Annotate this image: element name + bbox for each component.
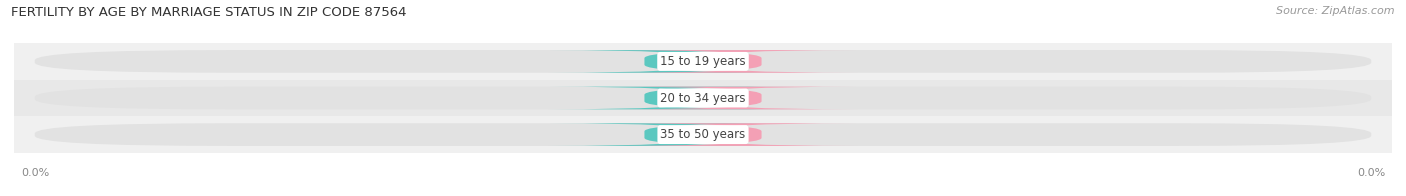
FancyBboxPatch shape	[610, 123, 858, 146]
Bar	[14, 43, 1392, 80]
Text: 35 to 50 years: 35 to 50 years	[661, 128, 745, 141]
FancyBboxPatch shape	[610, 50, 858, 73]
FancyBboxPatch shape	[610, 87, 858, 109]
FancyBboxPatch shape	[548, 123, 796, 146]
Text: 0.0%: 0.0%	[720, 130, 748, 140]
Text: 0.0%: 0.0%	[21, 168, 49, 178]
Text: 20 to 34 years: 20 to 34 years	[661, 92, 745, 104]
Text: FERTILITY BY AGE BY MARRIAGE STATUS IN ZIP CODE 87564: FERTILITY BY AGE BY MARRIAGE STATUS IN Z…	[11, 6, 406, 19]
Text: 15 to 19 years: 15 to 19 years	[661, 55, 745, 68]
Text: Source: ZipAtlas.com: Source: ZipAtlas.com	[1277, 6, 1395, 16]
Text: 0.0%: 0.0%	[720, 56, 748, 66]
FancyBboxPatch shape	[35, 123, 1371, 146]
FancyBboxPatch shape	[548, 50, 796, 73]
FancyBboxPatch shape	[35, 50, 1371, 73]
Text: 0.0%: 0.0%	[658, 56, 686, 66]
Bar	[14, 116, 1392, 153]
Text: 0.0%: 0.0%	[658, 130, 686, 140]
FancyBboxPatch shape	[548, 87, 796, 109]
Text: 0.0%: 0.0%	[720, 93, 748, 103]
FancyBboxPatch shape	[35, 87, 1371, 109]
Text: 0.0%: 0.0%	[658, 93, 686, 103]
Bar	[14, 80, 1392, 116]
Text: 0.0%: 0.0%	[1357, 168, 1385, 178]
